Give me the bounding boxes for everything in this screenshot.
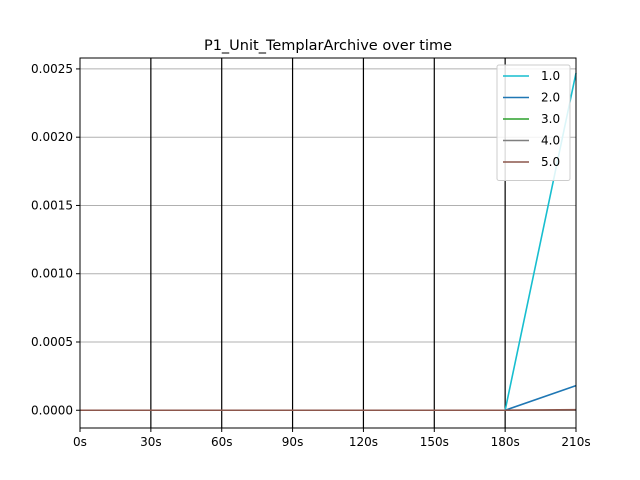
x-tick-label: 180s	[491, 435, 520, 449]
y-tick-label: 0.0010	[31, 267, 73, 281]
y-tick-label: 0.0015	[31, 198, 73, 212]
y-tick-label: 0.0025	[31, 62, 73, 76]
chart-title: P1_Unit_TemplarArchive over time	[204, 38, 452, 54]
x-axis: 0s 30s 60s 90s 120s 150s 180s 210s	[73, 428, 591, 449]
legend-label: 3.0	[541, 112, 560, 126]
x-tick-label: 30s	[140, 435, 162, 449]
y-tick-label: 0.0005	[31, 335, 73, 349]
series-layer	[80, 72, 577, 412]
y-axis: 0.0000 0.0005 0.0010 0.0015 0.0020 0.0025	[31, 62, 80, 417]
legend-label: 4.0	[541, 134, 560, 148]
legend: 1.0 2.0 3.0 4.0 5.0	[496, 64, 571, 181]
y-tick-label: 0.0000	[31, 403, 73, 417]
series-line-2-0	[80, 384, 577, 412]
legend-label: 2.0	[541, 91, 560, 105]
legend-label: 1.0	[541, 69, 560, 83]
plot-frame	[79, 57, 577, 429]
x-tick-label: 90s	[282, 435, 304, 449]
legend-box	[496, 64, 571, 181]
y-tick-label: 0.0020	[31, 130, 73, 144]
x-tick-label: 210s	[561, 435, 590, 449]
x-tick-label: 150s	[420, 435, 449, 449]
series-line-5-0	[80, 408, 577, 412]
x-tick-label: 60s	[211, 435, 233, 449]
x-tick-label: 120s	[349, 435, 378, 449]
legend-label: 5.0	[541, 155, 560, 169]
x-tick-label: 0s	[73, 435, 87, 449]
